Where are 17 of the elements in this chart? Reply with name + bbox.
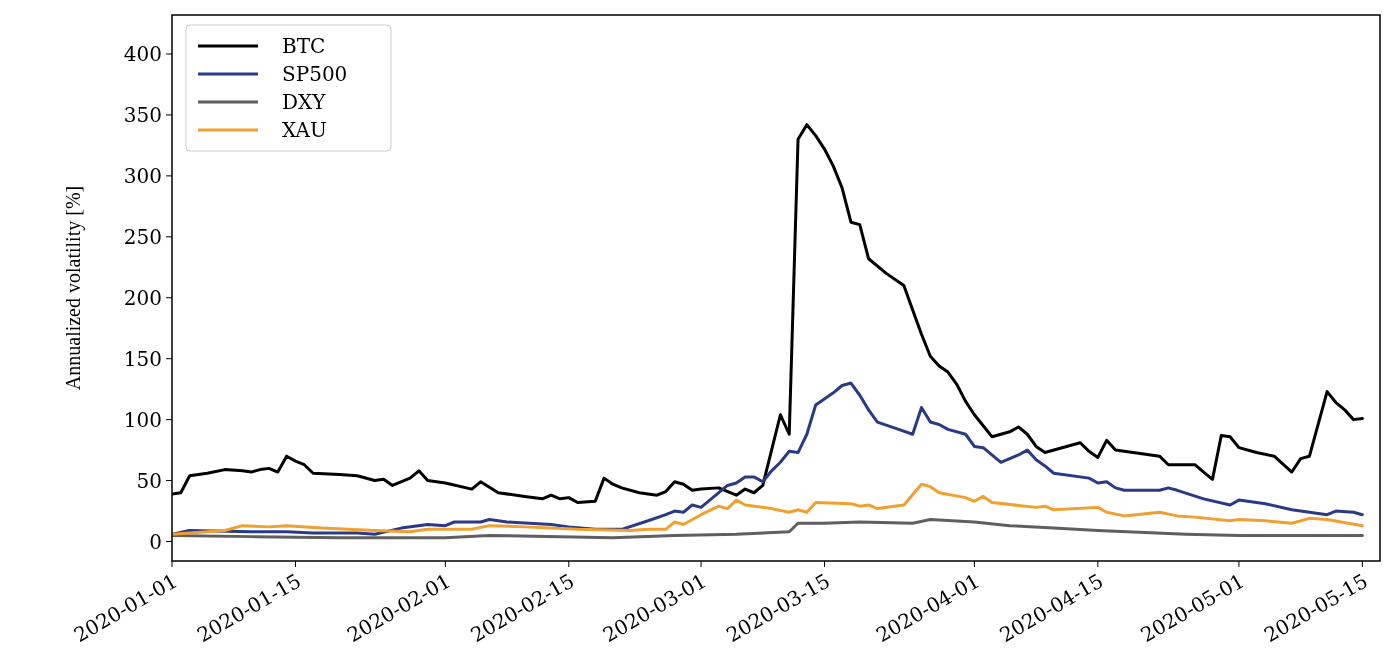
y-tick-label: 350 [123,102,162,127]
legend-label: DXY [282,90,327,114]
y-tick-label: 100 [123,407,162,432]
legend-label: XAU [282,118,327,142]
y-tick-label: 200 [123,285,162,310]
y-axis-title: Annualized volatility [%] [62,185,85,391]
line-series [172,381,1364,536]
y-tick-label: 150 [123,346,162,371]
legend-label: SP500 [282,62,348,86]
legend-label: BTC [282,34,326,58]
line-series [172,518,1364,540]
y-tick-label: 250 [123,224,162,249]
line-series [172,482,1364,536]
y-tick-label: 300 [123,163,162,188]
y-tick-label: 50 [136,468,162,493]
y-tick-label: 0 [149,529,162,554]
y-tick-label: 400 [123,42,162,66]
